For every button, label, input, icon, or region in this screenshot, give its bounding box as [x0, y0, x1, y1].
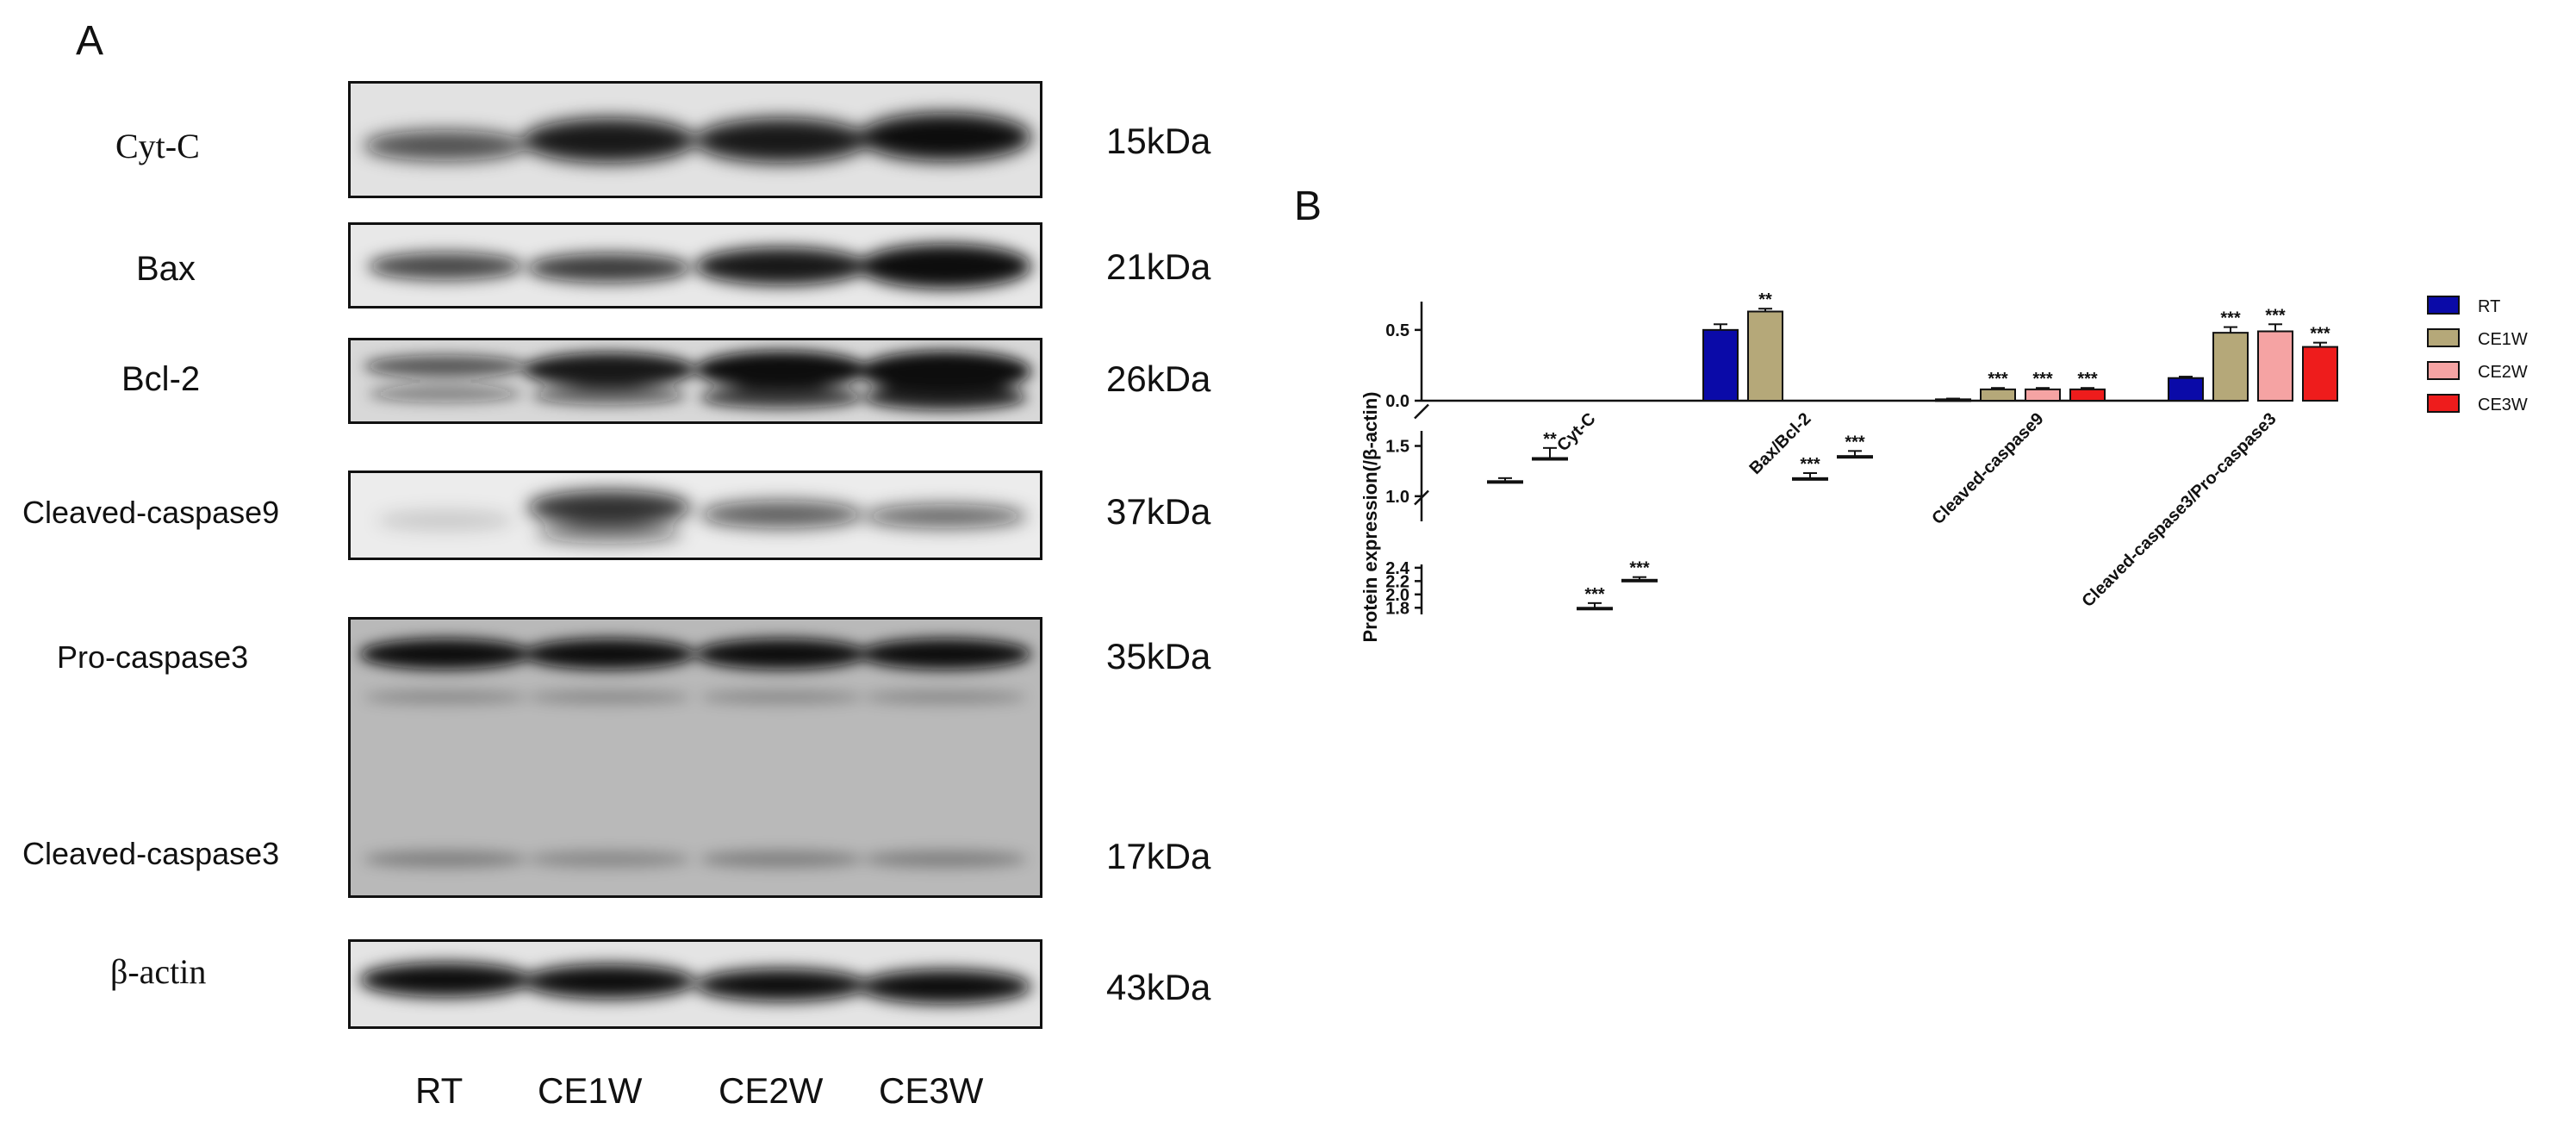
legend: RT CE1W CE2W CE3W	[2427, 296, 2528, 414]
blot-beta-actin	[348, 939, 1042, 1029]
bar-ce1w-2	[1980, 388, 2016, 402]
y-tick-label: 0.0	[1385, 392, 1409, 411]
blot-bax	[348, 222, 1042, 308]
bar-rt-3	[2168, 377, 2204, 402]
bar-chart: Protein expression(/β-actin) 0.0 0.5 1.0 1.…	[1360, 290, 2528, 643]
lane-label-ce2w: CE2W	[719, 1070, 824, 1111]
blot-label-cleaved-caspase9: Cleaved-caspase9	[22, 495, 280, 530]
bars: **********************************	[1487, 290, 2338, 611]
y-tick-label: 2.4	[1385, 559, 1410, 578]
mw-beta-actin: 43kDa	[1106, 967, 1211, 1007]
significance-label: **	[1543, 430, 1557, 449]
axis-break-mark	[1414, 403, 1429, 420]
legend-swatch-rt	[2427, 296, 2460, 315]
significance-label: ***	[2265, 306, 2286, 325]
significance-label: ***	[1988, 370, 2008, 389]
lane-label-ce1w: CE1W	[538, 1070, 643, 1111]
lane-label-ce3w: CE3W	[879, 1070, 984, 1111]
legend-swatch-ce1w	[2427, 328, 2460, 347]
bar-ce1w-1	[1747, 310, 1783, 402]
y-tick-label: 2.2	[1385, 572, 1409, 591]
bar-ce3w-1	[1837, 455, 1873, 459]
legend-swatch-ce2w	[2427, 361, 2460, 380]
significance-label: ***	[1629, 559, 1650, 578]
bar-ce3w-2	[2069, 388, 2106, 402]
bar-ce2w-2	[2025, 388, 2061, 402]
legend-label-ce3w: CE3W	[2478, 396, 2528, 414]
x-tick-label: Cleaved-caspase3/Pro-caspase3	[2078, 409, 2280, 611]
significance-label: ***	[1845, 433, 1865, 452]
mw-bax: 21kDa	[1106, 246, 1211, 287]
significance-label: ***	[2077, 370, 2098, 389]
bar-ce2w-3	[2257, 330, 2293, 402]
y-axis-title: Protein expression(/β-actin)	[1360, 392, 1381, 643]
blot-cleaved-caspase9-bands	[351, 473, 1040, 558]
blot-cyt-c-bands	[351, 84, 1040, 196]
significance-label: **	[1758, 290, 1772, 309]
blot-label-beta-actin: β-actin	[110, 952, 207, 991]
y-tick-label: 0.5	[1385, 321, 1409, 340]
blot-label-pro-caspase3: Pro-caspase3	[57, 639, 249, 675]
blot-label-cyt-c: Cyt-C	[115, 127, 200, 165]
bar-rt-2	[1935, 398, 1971, 402]
legend-label-ce2w: CE2W	[2478, 363, 2528, 382]
significance-label: ***	[2220, 309, 2241, 328]
mw-bcl-2: 26kDa	[1106, 358, 1211, 399]
mw-cleaved-caspase3: 17kDa	[1106, 836, 1211, 876]
blot-caspase3-bands	[351, 620, 1040, 895]
lane-label-rt: RT	[415, 1070, 464, 1111]
blot-label-bcl-2: Bcl-2	[121, 360, 201, 398]
x-tick-label: Cyt-C	[1553, 409, 1599, 455]
blot-bcl-2	[348, 338, 1042, 424]
blot-cleaved-caspase9	[348, 471, 1042, 560]
blot-beta-actin-bands	[351, 942, 1040, 1026]
mw-cyt-c: 15kDa	[1106, 121, 1211, 161]
axis-break-mark	[1414, 489, 1429, 506]
bar-ce2w-0	[1577, 607, 1613, 611]
legend-label-rt: RT	[2478, 297, 2500, 316]
x-tick-labels: Cyt-C Bax/Bcl-2 Cleaved-caspase9 Cleaved-ca…	[1553, 409, 2280, 611]
y-axis-title-group: Protein expression(/β-actin)	[1360, 392, 1381, 643]
legend-label-ce1w: CE1W	[2478, 330, 2528, 349]
legend-swatch-ce3w	[2427, 394, 2460, 413]
bar-rt-0	[1487, 480, 1523, 484]
y-tick-label: 1.0	[1385, 488, 1409, 507]
bar-ce3w-3	[2302, 346, 2338, 402]
significance-label: ***	[2032, 370, 2053, 389]
significance-label: ***	[2310, 325, 2330, 344]
bar-ce2w-1	[1792, 477, 1828, 481]
panel-b-letter: B	[1294, 184, 1322, 229]
bar-rt-1	[1702, 328, 1739, 402]
significance-label: ***	[1800, 455, 1820, 474]
y-tick-label: 2.0	[1385, 586, 1409, 605]
bar-ce3w-0	[1621, 578, 1658, 583]
x-tick-label: Cleaved-caspase9	[1928, 409, 2047, 528]
mw-cleaved-caspase9: 37kDa	[1106, 491, 1211, 532]
significance-label: ***	[1584, 585, 1605, 604]
blot-label-cleaved-caspase3: Cleaved-caspase3	[22, 836, 280, 871]
blot-label-bax: Bax	[136, 250, 196, 288]
panel-a-letter: A	[76, 18, 104, 64]
blot-cyt-c	[348, 81, 1042, 198]
mw-pro-caspase3: 35kDa	[1106, 636, 1211, 676]
bar-ce1w-0	[1532, 457, 1568, 461]
y-tick-label: 1.5	[1385, 438, 1409, 457]
blot-bax-bands	[351, 225, 1040, 306]
y-tick-label: 1.8	[1385, 599, 1409, 618]
bar-ce1w-3	[2212, 332, 2249, 402]
blot-caspase3	[348, 617, 1042, 898]
blot-bcl-2-bands	[351, 340, 1040, 421]
